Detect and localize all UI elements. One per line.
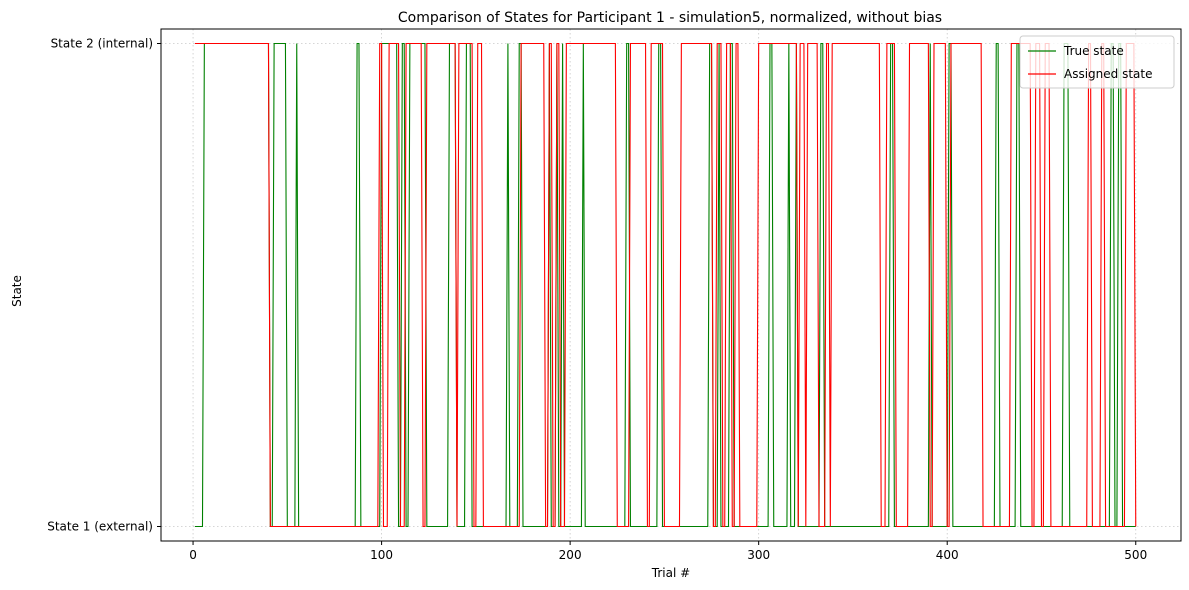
legend-box <box>1019 35 1175 89</box>
y-tick-label: State 1 (external) <box>47 520 153 534</box>
legend: True state Assigned state <box>1019 35 1175 89</box>
plot-frame <box>160 28 1182 542</box>
y-axis-label: State <box>10 275 24 307</box>
legend-label-assigned-state: Assigned state <box>1064 67 1152 81</box>
y-tick-label: State 2 (internal) <box>51 36 153 50</box>
series-lines <box>194 42 1137 528</box>
x-tick-label: 400 <box>936 548 959 562</box>
x-tick-label: 300 <box>747 548 770 562</box>
x-tick-label: 500 <box>1124 548 1147 562</box>
series-line-assigned-state <box>194 42 1137 528</box>
legend-label-true-state: True state <box>1063 44 1124 58</box>
x-axis-label: Trial # <box>651 566 690 580</box>
chart-title: Comparison of States for Participant 1 -… <box>398 10 942 26</box>
y-axis: State 1 (external) State 2 (internal) <box>47 36 161 534</box>
plot-area <box>160 28 1182 542</box>
x-axis: 0 100 200 300 400 500 <box>189 541 1147 562</box>
x-tick-label: 0 <box>189 548 197 562</box>
x-tick-label: 100 <box>370 548 393 562</box>
x-tick-label: 200 <box>559 548 582 562</box>
